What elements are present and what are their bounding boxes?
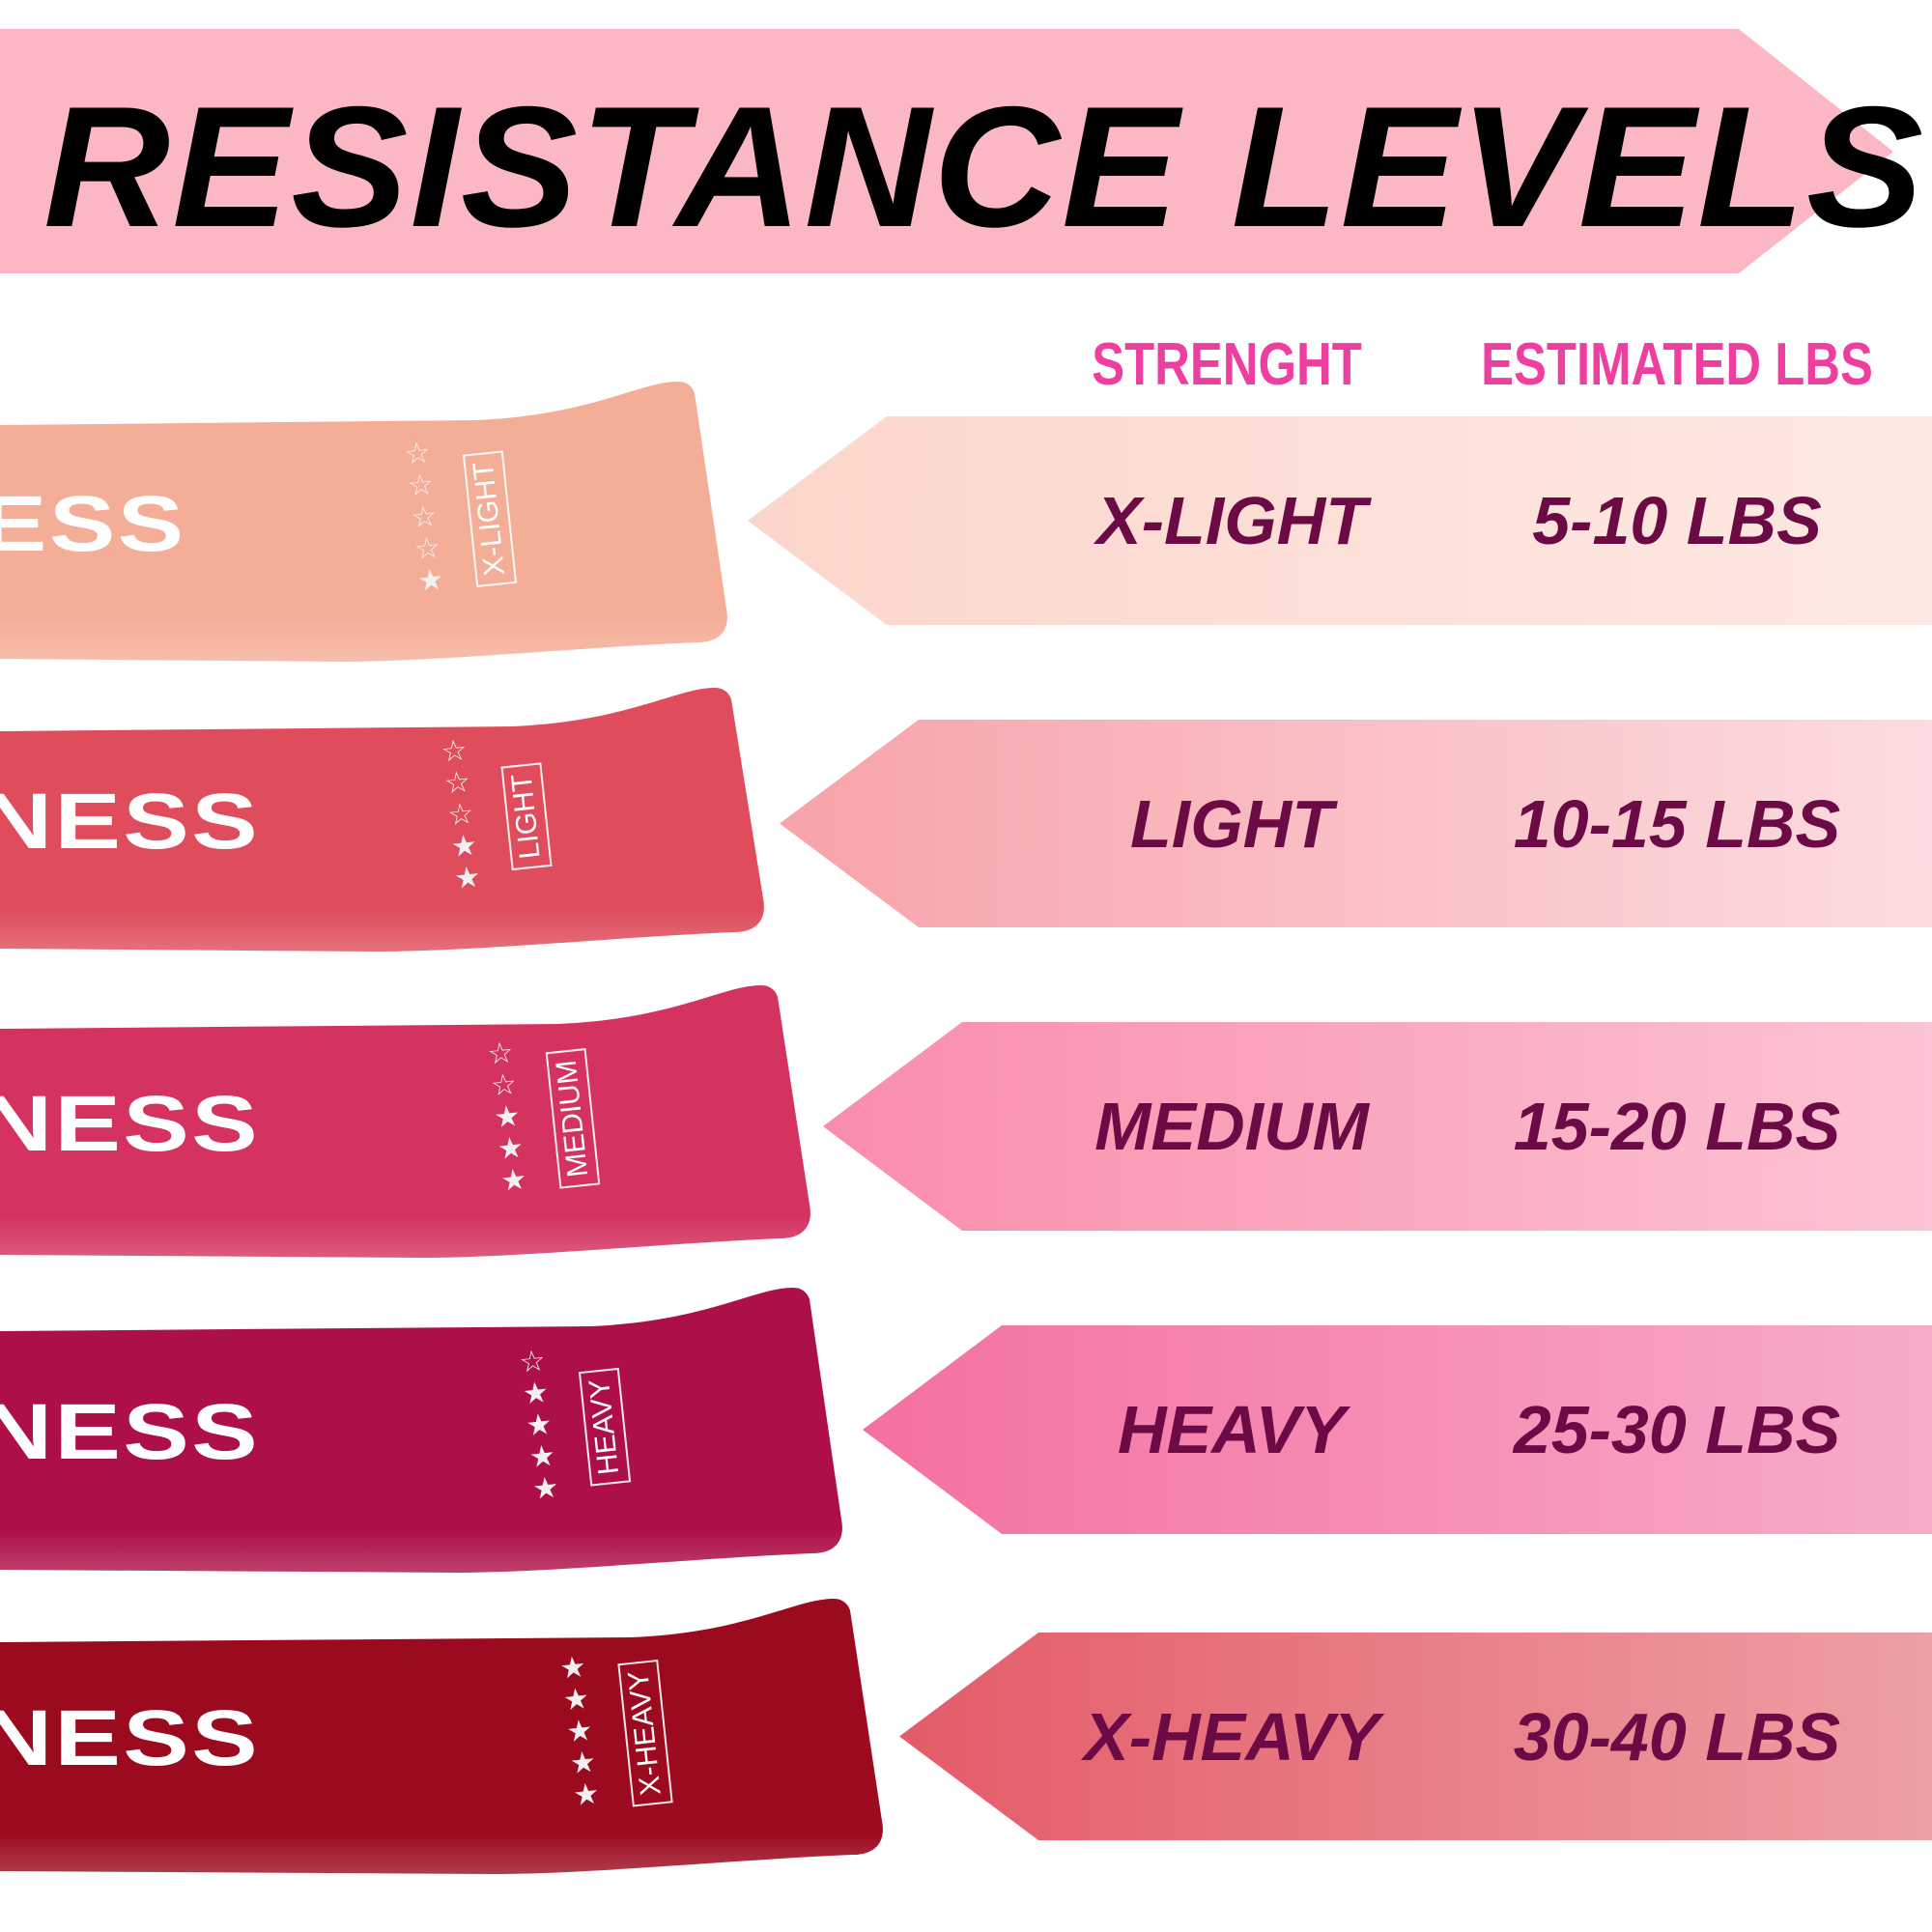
band-brand-text: NESS (0, 1079, 261, 1168)
strength-value: X-HEAVY (1084, 1698, 1379, 1775)
strength-value: MEDIUM (1094, 1089, 1369, 1164)
strength-value: X-LIGHT (1096, 483, 1367, 558)
level-banner (899, 1633, 1932, 1840)
estimated-lbs-column-header: ESTIMATED LBS (1481, 331, 1873, 398)
band-brand-text: NESS (0, 1694, 261, 1782)
estimated-lbs-value: 25-30 LBS (1513, 1392, 1841, 1467)
strength-column-header: STRENGHT (1092, 331, 1362, 398)
resistance-band-image (0, 985, 810, 1258)
resistance-band-image (0, 1599, 883, 1874)
band-brand-text: ESS (0, 479, 186, 568)
estimated-lbs-value: 30-40 LBS (1513, 1698, 1841, 1775)
band-brand-text: NESS (0, 1388, 261, 1476)
band-brand-text: NESS (0, 778, 261, 866)
estimated-lbs-value: 5-10 LBS (1532, 483, 1822, 558)
level-banner (823, 1022, 1932, 1231)
estimated-lbs-value: 10-15 LBS (1513, 785, 1841, 862)
resistance-band-image (0, 688, 764, 952)
level-banner (780, 720, 1932, 927)
strength-value: HEAVY (1118, 1392, 1346, 1467)
page-title: RESISTANCE LEVELS (43, 71, 1926, 263)
estimated-lbs-value: 15-20 LBS (1513, 1089, 1841, 1164)
level-banner (748, 416, 1932, 625)
level-banner (863, 1325, 1932, 1534)
title-banner (0, 29, 1893, 273)
strength-value: LIGHT (1130, 785, 1333, 862)
resistance-band-image (0, 382, 727, 662)
resistance-band-image (0, 1288, 842, 1573)
